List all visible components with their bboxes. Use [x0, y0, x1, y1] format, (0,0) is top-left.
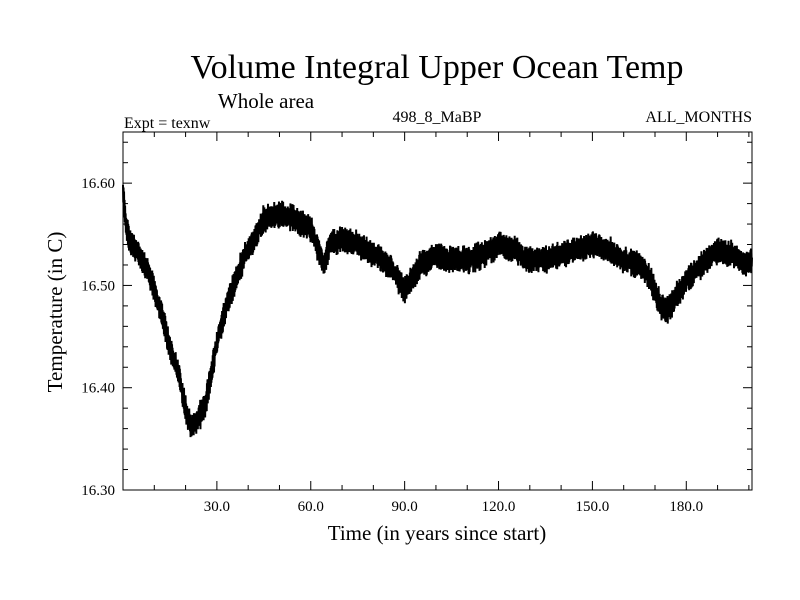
experiment-label: Expt = texnw: [124, 115, 211, 132]
chart-subtitle: Whole area: [218, 89, 315, 113]
y-tick-label: 16.50: [81, 278, 115, 294]
x-tick-label: 60.0: [298, 499, 324, 515]
x-axis-label: Time (in years since start): [328, 521, 547, 545]
y-tick-label: 16.60: [81, 176, 115, 192]
series-line: [122, 184, 753, 438]
x-tick-label: 150.0: [576, 499, 610, 515]
x-tick-label: 30.0: [204, 499, 230, 515]
tick-layer: [123, 132, 752, 491]
run-label: 498_8_MaBP: [393, 109, 482, 126]
y-tick-label: 16.40: [81, 381, 115, 397]
x-tick-label: 90.0: [392, 499, 418, 515]
x-tick-label: 180.0: [669, 499, 703, 515]
series-layer: [122, 184, 753, 438]
x-tick-label: 120.0: [482, 499, 516, 515]
chart-title: Volume Integral Upper Ocean Temp: [191, 49, 684, 86]
plot-frame: [122, 131, 753, 491]
tick-label-layer: 30.0 60.0 90.0 120.0 150.0 180.0 16.30 16.40 16.…: [81, 176, 703, 515]
period-label: ALL_MONTHS: [645, 109, 752, 126]
y-tick-label: 16.30: [81, 483, 115, 499]
y-axis-label: Temperature (in C): [43, 232, 67, 393]
